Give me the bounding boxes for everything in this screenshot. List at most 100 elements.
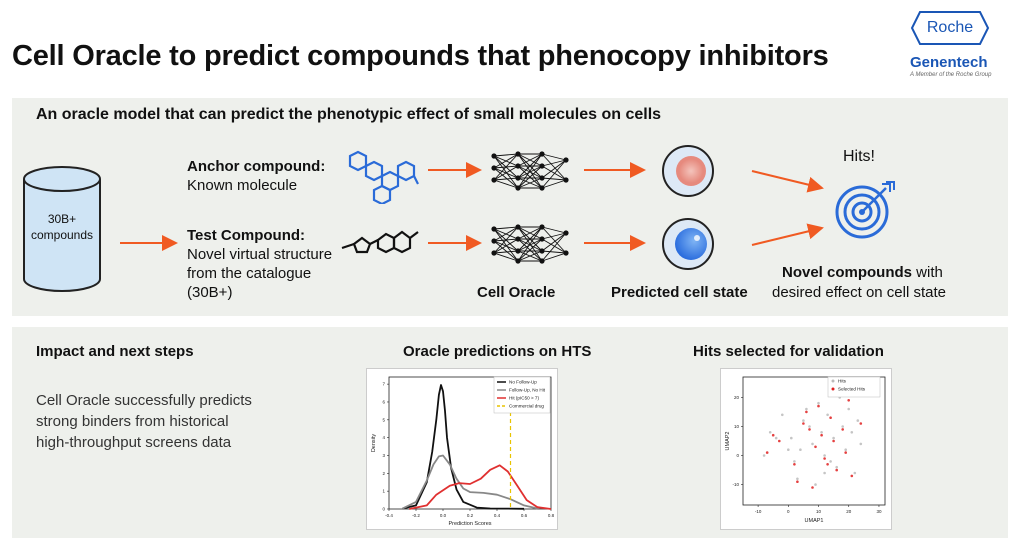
roche-logo-text: Roche xyxy=(926,19,974,36)
series-line xyxy=(402,454,538,510)
scatter-point xyxy=(817,401,820,405)
cell-anchor-icon xyxy=(662,145,714,197)
scatter-point xyxy=(802,419,805,422)
predicted-cell-state-label: Predicted cell state xyxy=(611,284,748,301)
scatter-point xyxy=(841,428,844,431)
legend-label: Commercial drug xyxy=(509,404,544,409)
scatter-point xyxy=(835,468,838,472)
x-tick-label: 0.6 xyxy=(521,513,528,518)
neural-network-icon xyxy=(491,151,569,191)
y-axis-label: UMAP2 xyxy=(725,432,731,451)
series-line xyxy=(402,384,525,510)
y-axis-label: Density xyxy=(371,434,377,453)
scatter-point xyxy=(793,460,796,463)
neural-network-icon xyxy=(491,224,569,264)
scatter-point xyxy=(856,419,860,422)
oracle-model-heading: An oracle model that can predict the phe… xyxy=(36,106,662,123)
scatter-point xyxy=(805,410,808,414)
compound-database-icon xyxy=(23,166,101,292)
scatter-point xyxy=(805,407,808,411)
scatter-point xyxy=(841,425,844,428)
y-tick-label: 3 xyxy=(382,453,385,458)
scatter-point xyxy=(817,404,820,408)
legend-box xyxy=(827,376,881,398)
scatter-point xyxy=(765,451,769,454)
scatter-point xyxy=(844,451,847,454)
legend-label: Follow-Up, No Hit xyxy=(509,388,546,393)
cylinder-label-compounds: compounds xyxy=(30,228,94,242)
target-icon xyxy=(835,181,895,239)
legend-swatch xyxy=(831,387,835,391)
x-tick-label: 10 xyxy=(816,509,822,514)
test-compound-desc-3: (30B+) xyxy=(187,284,233,301)
scatter-point xyxy=(823,471,826,475)
legend-label: Selected Hits xyxy=(838,387,866,392)
anchor-compound-desc: Known molecule xyxy=(187,177,298,194)
x-tick-label: -10 xyxy=(755,509,762,514)
legend-label: No Follow-Up xyxy=(509,380,537,385)
y-tick-label: -10 xyxy=(732,482,739,487)
novel-compounds-rest: with xyxy=(912,264,943,281)
impact-title: Impact and next steps xyxy=(36,343,194,360)
legend-label: Hits xyxy=(838,379,847,384)
impact-text-3: high-throughput screens data xyxy=(36,434,232,451)
scatter-point xyxy=(826,463,829,466)
oracle-model-panel xyxy=(12,98,1008,316)
cell-oracle-label: Cell Oracle xyxy=(477,284,556,301)
scatter-point xyxy=(823,457,826,460)
x-tick-label: 0.4 xyxy=(494,513,501,518)
scatter-point xyxy=(820,431,823,434)
scatter-point xyxy=(823,454,826,457)
scatter-point xyxy=(829,416,832,419)
x-tick-label: -0.2 xyxy=(412,513,420,518)
scatter-point xyxy=(762,454,766,457)
novel-compounds-bold: Novel compounds xyxy=(782,264,913,281)
scatter-point xyxy=(796,477,799,481)
scatter-point xyxy=(814,483,817,486)
scatter-point xyxy=(774,436,778,440)
test-compound-desc-1: Novel virtual structure xyxy=(187,246,333,263)
legend-swatch xyxy=(831,379,835,383)
scatter-point xyxy=(808,428,811,431)
scatter-point xyxy=(847,399,850,402)
scatter-point xyxy=(853,471,857,475)
scatter-point xyxy=(859,442,863,446)
test-compound-title: Test Compound: xyxy=(187,227,306,244)
cell-test-icon xyxy=(662,218,714,270)
genentech-tagline: A Member of the Roche Group xyxy=(910,72,992,78)
test-molecule-icon xyxy=(341,230,419,254)
page-title: Cell Oracle to predict compounds that ph… xyxy=(12,40,829,72)
scatter-point xyxy=(778,439,781,443)
scatter-point xyxy=(844,448,847,451)
y-tick-label: 5 xyxy=(382,417,385,422)
scatter-point xyxy=(811,442,814,446)
genentech-brand-text: Genentech xyxy=(910,54,988,71)
scatter-point xyxy=(771,433,775,437)
scatter-point xyxy=(808,425,811,428)
scatter-point xyxy=(826,413,829,417)
novel-compounds-line-2: desired effect on cell state xyxy=(772,284,946,301)
x-tick-label: 0.8 xyxy=(548,513,555,518)
x-tick-label: -0.4 xyxy=(385,513,393,518)
y-tick-label: 0 xyxy=(736,453,739,458)
scatter-point xyxy=(859,422,863,425)
genentech-logo: Roche Genentech A Member of the Roche Gr… xyxy=(910,10,1010,80)
arrow-cell1-to-hits xyxy=(751,170,824,193)
scatter-point xyxy=(820,433,823,437)
plot-frame xyxy=(742,376,886,506)
scatter-point xyxy=(799,448,802,451)
x-tick-label: 0 xyxy=(787,509,790,514)
scatter-point xyxy=(790,436,793,440)
scatter-point xyxy=(781,413,784,417)
scatter-point xyxy=(796,480,799,483)
test-compound-desc-2: from the catalogue xyxy=(187,265,312,282)
scatter-point xyxy=(847,407,850,411)
x-tick-label: 30 xyxy=(876,509,882,514)
hits-label: Hits! xyxy=(843,148,875,165)
scatter-point xyxy=(768,431,772,434)
legend-box xyxy=(493,376,551,414)
scatter-point xyxy=(814,445,817,449)
impact-text-1: Cell Oracle successfully predicts xyxy=(36,392,252,409)
scatter-point xyxy=(832,436,835,440)
scatter-point xyxy=(850,431,854,434)
